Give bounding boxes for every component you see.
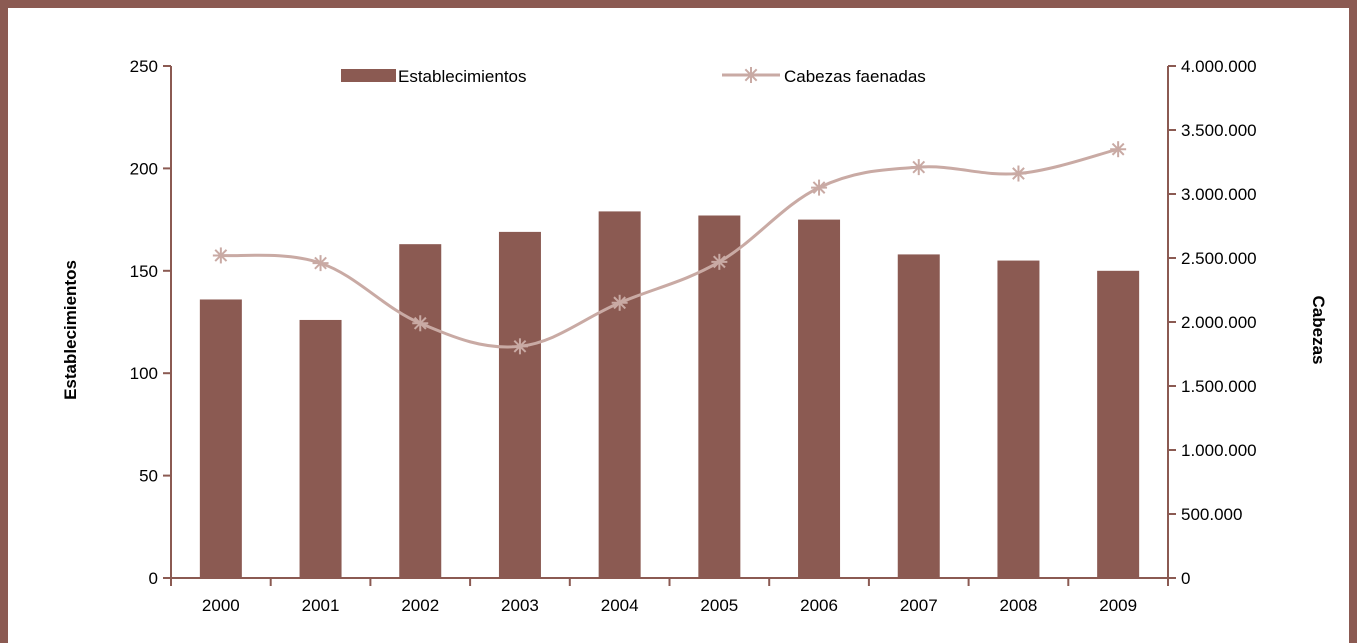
bar-series	[199, 211, 1140, 578]
bar-2008	[997, 260, 1040, 578]
y2-tick-label: 1.500.000	[1181, 377, 1257, 396]
line-point-2008	[1010, 165, 1027, 182]
line-point-2004	[611, 294, 628, 311]
y2-tick-label: 1.000.000	[1181, 441, 1257, 460]
y-tick-label: 100	[130, 364, 158, 383]
y-tick-label: 50	[139, 467, 158, 486]
line-point-2007	[910, 159, 927, 176]
x-tick-label: 2005	[700, 596, 738, 615]
line-point-2002	[412, 315, 429, 332]
y-tick-label: 200	[130, 159, 158, 178]
bar-2006	[798, 219, 841, 578]
line-point-2009	[1110, 141, 1127, 158]
line-point-2003	[511, 338, 528, 355]
axes	[163, 65, 1176, 586]
bar-2004	[598, 211, 641, 578]
y2-tick-label: 3.500.000	[1181, 121, 1257, 140]
bar-2003	[498, 231, 541, 578]
bar-2007	[897, 254, 940, 578]
y2-axis-title: Cabezas	[1309, 296, 1328, 365]
x-tick-label: 2008	[1000, 596, 1038, 615]
x-tick-label: 2007	[900, 596, 938, 615]
combo-chart: 0 50 100 150 200 250 0 500.000 1.000.000 1.500.00…	[61, 57, 1328, 615]
cabezas-line	[220, 147, 1119, 349]
x-tick-label: 2006	[800, 596, 838, 615]
y2-tick-label: 4.000.000	[1181, 57, 1257, 76]
legend: Establecimientos Cabezas faenadas	[341, 67, 926, 86]
legend-swatch-establecimientos	[341, 69, 396, 82]
bar-2009	[1097, 270, 1140, 578]
bar-2002	[399, 244, 442, 578]
legend-asterisk-icon	[743, 67, 759, 83]
x-tick-label: 2004	[601, 596, 639, 615]
y2-tick-label: 0	[1181, 569, 1190, 588]
line-series	[212, 141, 1127, 355]
x-tick-label: 2002	[401, 596, 439, 615]
bar-2005	[698, 215, 741, 578]
legend-label-establecimientos: Establecimientos	[398, 67, 527, 86]
line-point-2006	[811, 179, 828, 196]
y-tick-label: 150	[130, 262, 158, 281]
legend-label-cabezas: Cabezas faenadas	[784, 67, 926, 86]
y-tick-label: 250	[130, 57, 158, 76]
line-point-2001	[312, 255, 329, 272]
y2-tick-label: 2.500.000	[1181, 249, 1257, 268]
y-tick-label: 0	[149, 569, 158, 588]
x-tick-label: 2009	[1099, 596, 1137, 615]
y2-tick-label: 500.000	[1181, 505, 1242, 524]
x-tick-label: 2001	[302, 596, 340, 615]
x-tick-label: 2000	[202, 596, 240, 615]
bar-2000	[199, 299, 242, 578]
x-tick-label: 2003	[501, 596, 539, 615]
line-point-2000	[212, 247, 229, 264]
y2-tick-label: 3.000.000	[1181, 185, 1257, 204]
line-point-2005	[711, 253, 728, 270]
y2-tick-label: 2.000.000	[1181, 313, 1257, 332]
bar-2001	[299, 319, 342, 578]
tick-labels: 0 50 100 150 200 250 0 500.000 1.000.000 1.500.00…	[130, 57, 1257, 615]
y-axis-title: Establecimientos	[61, 260, 80, 400]
legend-marker-cabezas	[743, 67, 759, 83]
